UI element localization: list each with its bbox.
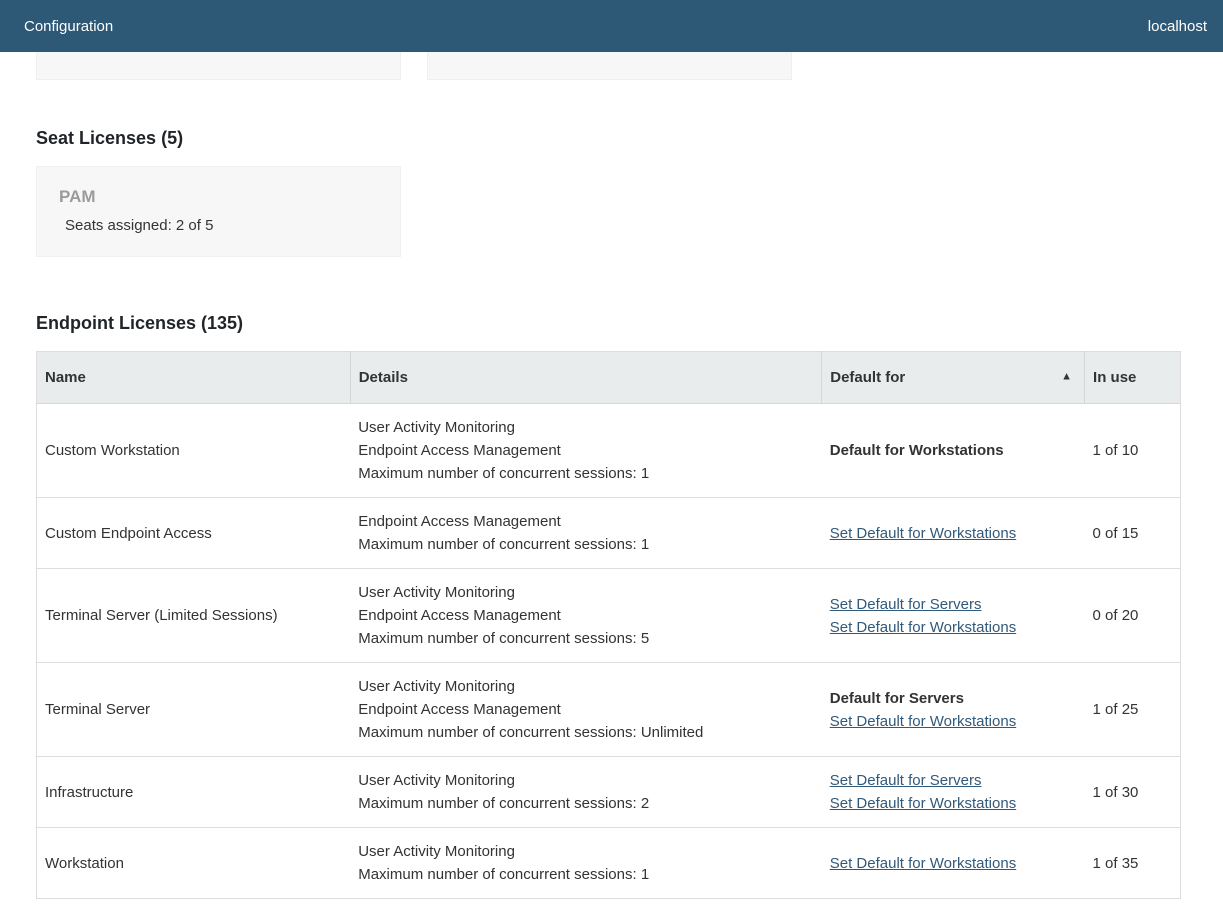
- table-row: Custom Endpoint Access Endpoint Access Ma…: [36, 497, 1181, 569]
- license-detail-line: User Activity Monitoring: [358, 419, 515, 436]
- license-name: Terminal Server: [36, 662, 351, 757]
- default-for-label: Default for Servers: [829, 689, 964, 707]
- license-detail-line: Maximum number of concurrent sessions: 2: [358, 795, 650, 812]
- default-for-cell: Default for Workstations: [821, 403, 1085, 498]
- license-name: Custom Workstation: [36, 403, 351, 498]
- column-header-name: Name: [36, 351, 351, 404]
- table-row: Workstation User Activity Monitoring Maxim…: [36, 827, 1181, 899]
- set-default-link[interactable]: Set Default for Servers: [829, 595, 982, 613]
- seats-assigned-text: Seats assigned: 2 of 5: [65, 217, 214, 234]
- in-use-count: 1 of 30: [1084, 756, 1181, 828]
- host-label: localhost: [1147, 17, 1207, 35]
- default-for-cell: Set Default for Workstations: [821, 827, 1085, 899]
- license-details: User Activity Monitoring Maximum number o…: [350, 827, 822, 899]
- in-use-count: 1 of 35: [1084, 827, 1181, 899]
- in-use-count: 1 of 10: [1084, 403, 1181, 498]
- set-default-link-row: Set Default for Workstations: [830, 616, 1077, 639]
- set-default-link-row: Set Default for Workstations: [830, 792, 1077, 815]
- set-default-link-row: Set Default for Servers: [830, 593, 1077, 616]
- cutoff-cards-row: [36, 52, 1223, 80]
- column-header-details: Details: [349, 351, 822, 404]
- license-name: Terminal Server (Limited Sessions): [36, 568, 351, 663]
- license-name: Workstation: [36, 827, 351, 899]
- license-detail-line: Maximum number of concurrent sessions: U…: [358, 724, 704, 741]
- table-row: Terminal Server (Limited Sessions) User A…: [36, 568, 1181, 663]
- license-detail-line: Endpoint Access Management: [358, 442, 561, 459]
- in-use-count: 0 of 15: [1084, 497, 1181, 569]
- main-content: Seat Licenses (5) PAM Seats assigned: 2 …: [0, 52, 1223, 899]
- set-default-link[interactable]: Set Default for Workstations: [829, 524, 1017, 542]
- page-title: Configuration: [24, 17, 114, 35]
- license-detail-line: Endpoint Access Management: [358, 513, 561, 530]
- license-card-partial: [427, 52, 792, 80]
- sort-ascending-icon[interactable]: ▲: [1061, 370, 1073, 383]
- set-default-link[interactable]: Set Default for Workstations: [829, 618, 1017, 636]
- seat-license-title: PAM: [59, 187, 96, 206]
- set-default-link[interactable]: Set Default for Workstations: [829, 854, 1017, 872]
- license-detail-line: User Activity Monitoring: [358, 584, 515, 601]
- license-name: Infrastructure: [36, 756, 351, 828]
- license-details: User Activity Monitoring Maximum number o…: [350, 756, 822, 828]
- license-detail-line: Endpoint Access Management: [358, 701, 561, 718]
- set-default-link-row: Set Default for Servers: [830, 769, 1077, 792]
- in-use-count: 0 of 20: [1084, 568, 1181, 663]
- set-default-link-row: Set Default for Workstations: [830, 522, 1077, 545]
- endpoint-licenses-heading: Endpoint Licenses (135): [36, 313, 244, 333]
- license-table-body: Custom Workstation User Activity Monitori…: [36, 403, 1181, 899]
- default-for-cell: Set Default for Servers Set Default for W…: [821, 756, 1085, 828]
- column-header-in-use: In use: [1084, 351, 1181, 404]
- license-name: Custom Endpoint Access: [36, 497, 351, 569]
- license-detail-line: Endpoint Access Management: [358, 607, 561, 624]
- license-detail-line: User Activity Monitoring: [358, 843, 515, 860]
- table-row: Infrastructure User Activity Monitoring Ma…: [36, 756, 1181, 828]
- license-details: User Activity Monitoring Endpoint Access …: [350, 403, 822, 498]
- license-detail-line: Maximum number of concurrent sessions: 1: [358, 465, 650, 482]
- default-for-cell: Set Default for Servers Set Default for W…: [821, 568, 1085, 663]
- license-detail-line: User Activity Monitoring: [358, 678, 515, 695]
- table-header: Name Details Default for ▲ In use: [36, 351, 1181, 404]
- license-details: User Activity Monitoring Endpoint Access …: [350, 662, 822, 757]
- license-detail-line: Maximum number of concurrent sessions: 1: [358, 866, 650, 883]
- license-details: User Activity Monitoring Endpoint Access …: [350, 568, 822, 663]
- table-row: Custom Workstation User Activity Monitori…: [36, 403, 1181, 498]
- license-detail-line: Maximum number of concurrent sessions: 5: [358, 630, 650, 647]
- set-default-link[interactable]: Set Default for Workstations: [829, 712, 1017, 730]
- set-default-link-row: Set Default for Workstations: [830, 710, 1077, 733]
- top-navigation-bar: Configuration localhost: [0, 0, 1223, 52]
- set-default-link[interactable]: Set Default for Workstations: [829, 795, 1017, 812]
- license-detail-line: User Activity Monitoring: [358, 772, 515, 789]
- column-header-default-for[interactable]: Default for ▲: [821, 351, 1085, 404]
- license-details: Endpoint Access Management Maximum number…: [350, 497, 822, 569]
- set-default-link[interactable]: Set Default for Servers: [829, 772, 982, 789]
- seat-license-card-pam: PAM Seats assigned: 2 of 5: [36, 166, 401, 257]
- default-for-label: Default for Workstations: [829, 442, 1004, 459]
- default-for-cell: Default for Servers Set Default for Works…: [821, 662, 1085, 757]
- set-default-link-row: Set Default for Workstations: [830, 852, 1077, 875]
- endpoint-license-table: Name Details Default for ▲ In use Custom…: [36, 351, 1181, 899]
- default-for-cell: Set Default for Workstations: [821, 497, 1085, 569]
- license-detail-line: Maximum number of concurrent sessions: 1: [358, 536, 650, 553]
- in-use-count: 1 of 25: [1084, 662, 1181, 757]
- table-row: Terminal Server User Activity Monitoring E…: [36, 662, 1181, 757]
- seat-licenses-heading: Seat Licenses (5): [36, 128, 184, 148]
- license-card-partial: [36, 52, 401, 80]
